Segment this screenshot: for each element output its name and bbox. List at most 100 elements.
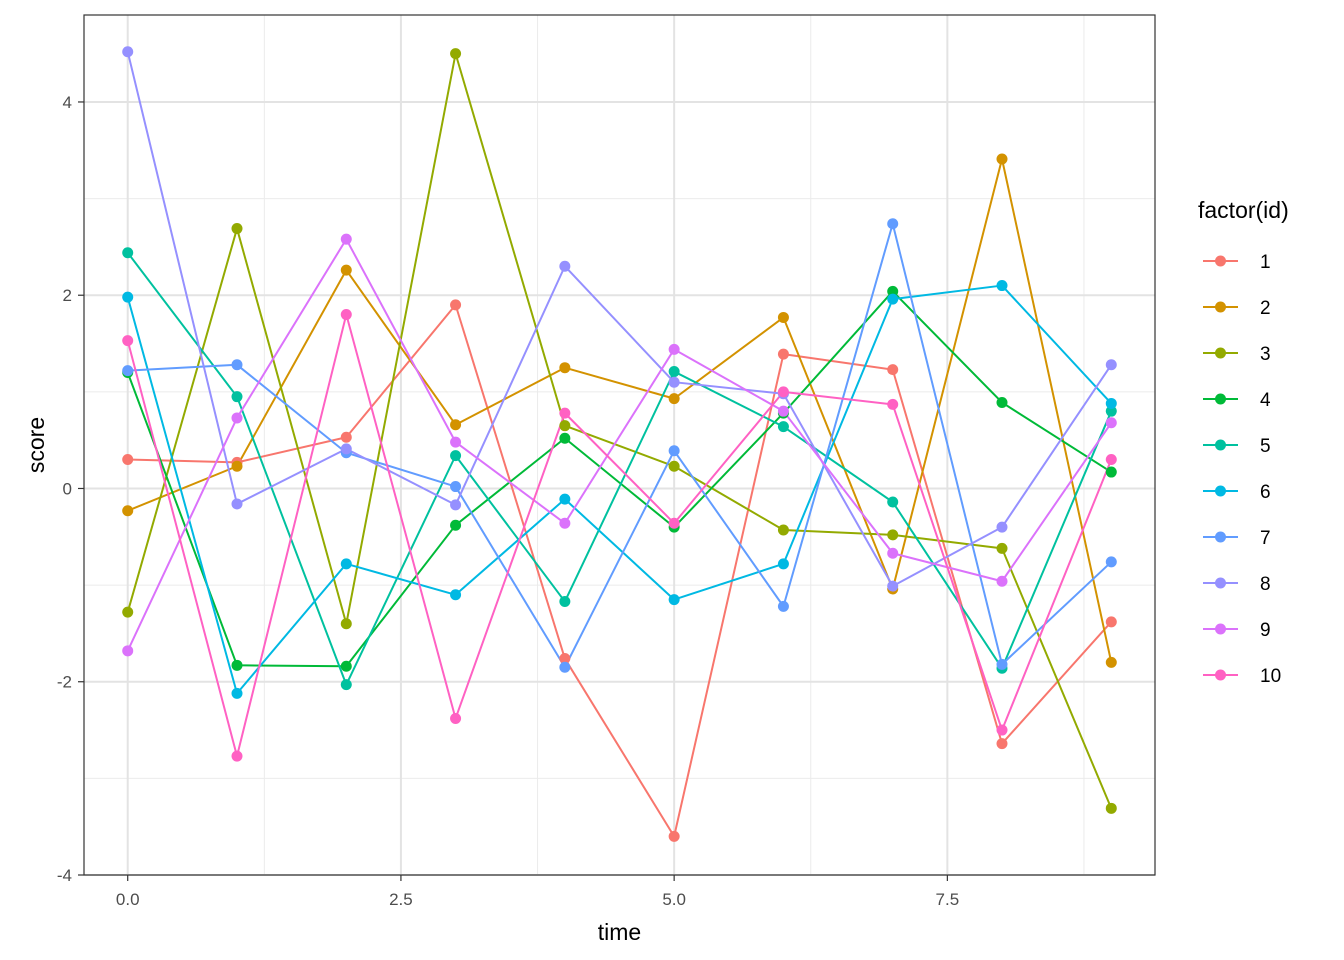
data-point-8 xyxy=(122,46,134,58)
x-tick-label: 5.0 xyxy=(662,890,686,909)
legend-label: 8 xyxy=(1260,574,1271,595)
data-point-3 xyxy=(450,48,462,60)
data-point-4 xyxy=(996,396,1008,408)
legend-label: 3 xyxy=(1260,344,1271,365)
series-line-3 xyxy=(126,52,1113,809)
legend-key-point xyxy=(1215,393,1226,405)
data-point-7 xyxy=(777,600,789,612)
legend-label: 1 xyxy=(1260,252,1271,273)
legend-key-point xyxy=(1215,577,1226,589)
legend-item-2: 2 xyxy=(1203,298,1271,319)
data-point-10 xyxy=(1105,453,1117,465)
legend-key-point xyxy=(1215,531,1226,543)
data-point-1 xyxy=(559,653,571,665)
x-tick-label: 7.5 xyxy=(936,890,960,909)
data-point-10 xyxy=(231,750,243,762)
data-point-1 xyxy=(777,348,789,360)
data-point-6 xyxy=(450,589,462,601)
data-point-6 xyxy=(887,293,899,305)
series-points xyxy=(122,46,1117,842)
data-point-2 xyxy=(450,419,462,431)
y-tick-label: 0 xyxy=(63,479,72,498)
data-point-8 xyxy=(450,499,462,511)
data-point-2 xyxy=(668,393,680,405)
data-point-8 xyxy=(668,376,680,388)
x-axis: 0.0 2.5 5.0 7.5 xyxy=(116,875,959,909)
data-point-10 xyxy=(450,712,462,724)
data-point-1 xyxy=(887,364,899,376)
data-point-3 xyxy=(668,460,680,472)
legend-key-point xyxy=(1215,347,1226,359)
data-point-1 xyxy=(340,431,352,443)
data-point-6 xyxy=(231,687,243,699)
data-point-5 xyxy=(777,421,789,433)
data-point-10 xyxy=(996,724,1008,736)
data-point-9 xyxy=(231,412,243,424)
data-point-9 xyxy=(450,436,462,448)
data-point-4 xyxy=(450,519,462,531)
legend: factor(id) 1 2 3 4 5 6 7 8 9 10 xyxy=(1198,197,1289,687)
legend-item-6: 6 xyxy=(1203,482,1271,503)
series-line-2 xyxy=(127,157,1113,663)
legend-key-point xyxy=(1215,623,1226,635)
data-point-5 xyxy=(450,450,462,462)
data-point-2 xyxy=(559,362,571,374)
data-point-3 xyxy=(559,420,571,432)
legend-item-4: 4 xyxy=(1203,390,1271,411)
data-point-7 xyxy=(122,365,134,377)
data-point-4 xyxy=(559,432,571,444)
data-point-5 xyxy=(668,366,680,378)
data-point-10 xyxy=(668,517,680,529)
y-tick-label: 4 xyxy=(63,93,72,112)
data-point-4 xyxy=(1105,466,1117,478)
series-line-5 xyxy=(126,252,1113,686)
data-point-8 xyxy=(1105,359,1117,371)
legend-label: 4 xyxy=(1260,390,1271,411)
data-point-2 xyxy=(1105,656,1117,668)
data-point-3 xyxy=(887,529,899,541)
y-axis-title: score xyxy=(23,417,49,473)
series-line-6 xyxy=(126,284,1113,695)
data-point-7 xyxy=(1105,556,1117,568)
data-point-7 xyxy=(231,359,243,371)
data-point-9 xyxy=(887,547,899,559)
legend-label: 10 xyxy=(1260,666,1281,687)
data-point-9 xyxy=(668,343,680,355)
data-point-10 xyxy=(340,309,352,321)
legend-item-5: 5 xyxy=(1203,436,1271,457)
x-tick-label: 0.0 xyxy=(116,890,140,909)
data-point-1 xyxy=(122,453,134,465)
data-point-7 xyxy=(559,661,571,673)
legend-key-point xyxy=(1215,669,1226,681)
data-point-6 xyxy=(777,558,789,570)
data-point-3 xyxy=(996,542,1008,554)
data-point-8 xyxy=(887,580,899,592)
data-point-5 xyxy=(231,391,243,403)
data-point-4 xyxy=(887,285,899,297)
data-point-5 xyxy=(559,596,571,608)
legend-item-9: 9 xyxy=(1203,620,1271,641)
legend-item-3: 3 xyxy=(1203,344,1271,365)
legend-key-point xyxy=(1215,485,1226,497)
data-point-7 xyxy=(668,445,680,457)
legend-key-point xyxy=(1215,439,1226,451)
series-line-10 xyxy=(126,313,1113,758)
data-point-2 xyxy=(777,311,789,323)
data-point-5 xyxy=(1105,405,1117,417)
data-point-3 xyxy=(1105,802,1117,814)
data-point-5 xyxy=(887,496,899,508)
data-point-9 xyxy=(122,645,134,657)
data-point-6 xyxy=(559,493,571,505)
series-lines xyxy=(126,51,1113,838)
data-point-8 xyxy=(996,521,1008,533)
data-point-6 xyxy=(340,558,352,570)
data-point-5 xyxy=(122,247,134,259)
x-axis-title: time xyxy=(598,919,641,945)
data-point-1 xyxy=(450,299,462,311)
plot-panel xyxy=(83,14,1156,876)
legend-items: 1 2 3 4 5 6 7 8 9 10 xyxy=(1203,252,1281,687)
data-point-1 xyxy=(1105,616,1117,628)
data-point-9 xyxy=(559,517,571,529)
data-point-7 xyxy=(887,218,899,230)
legend-item-10: 10 xyxy=(1203,666,1281,687)
